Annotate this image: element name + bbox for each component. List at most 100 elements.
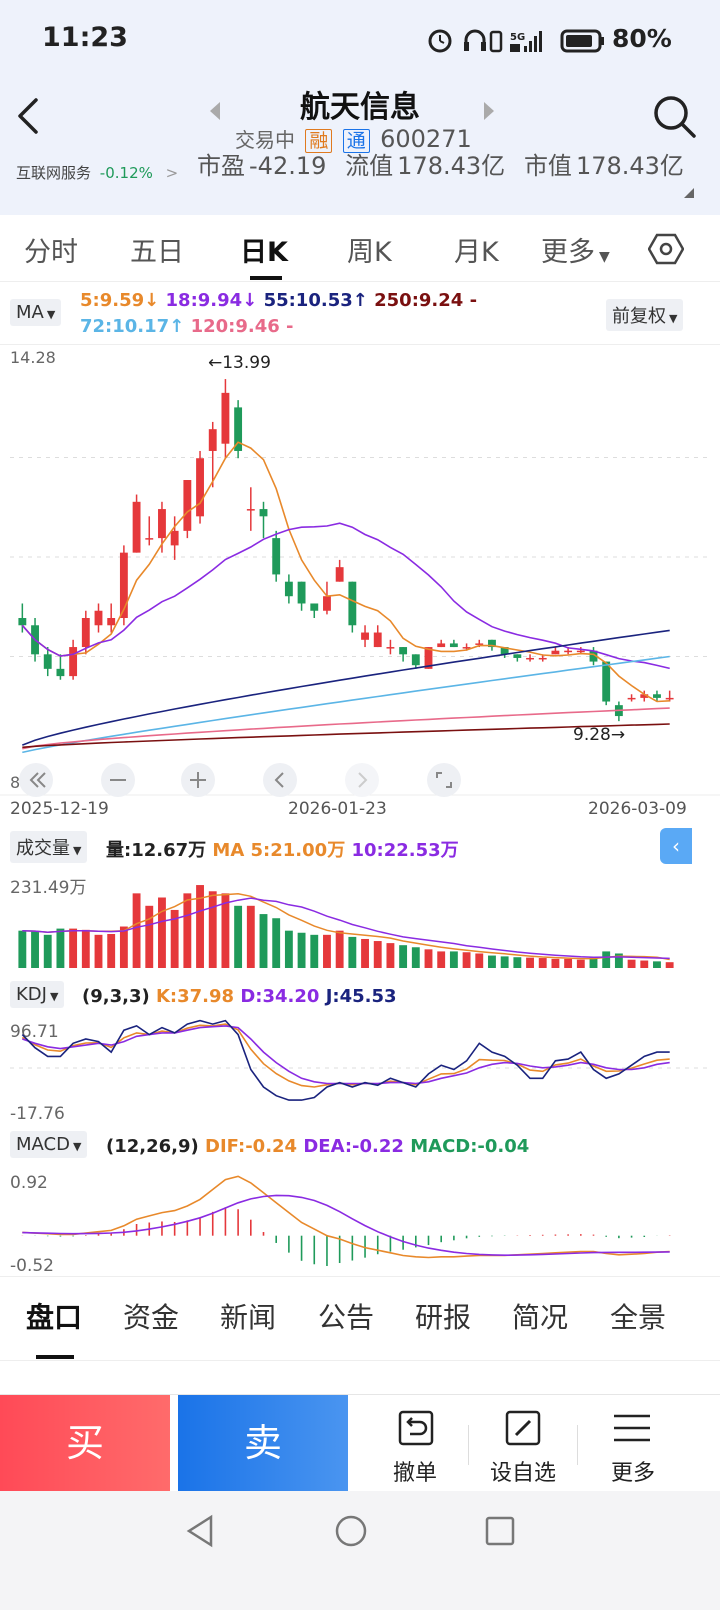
active-tab-underline — [250, 276, 282, 280]
expand-corner-icon[interactable] — [682, 186, 696, 200]
volume-chart — [18, 885, 674, 968]
signal-icon — [510, 31, 542, 52]
candle-body — [564, 650, 573, 653]
candle-body — [284, 581, 293, 597]
candle-body — [640, 694, 649, 698]
macd-chart — [21, 1175, 671, 1266]
macd-label: MACD — [16, 1134, 70, 1155]
pan-right-icon[interactable] — [344, 762, 380, 798]
ma18-arrow: ↓ — [242, 290, 258, 311]
volume-bar — [18, 930, 27, 968]
macd-bottom: -0.52 — [10, 1256, 54, 1276]
watchlist-label[interactable]: 设自选 — [489, 1461, 556, 1486]
candle-body — [399, 647, 408, 655]
tab-news[interactable]: 新闻 — [220, 1301, 277, 1334]
volume-bar — [348, 936, 357, 968]
ma55-arrow: ↑ — [352, 290, 368, 311]
tab-monthly-k[interactable]: 月K — [454, 237, 499, 268]
nav-home-icon[interactable] — [334, 1514, 368, 1548]
volume-bar — [589, 957, 598, 968]
candle-body — [348, 581, 357, 626]
float-cap-value: 178.43亿 — [397, 152, 506, 180]
ma120-value: 120:9.46 — [190, 316, 280, 337]
buy-button[interactable]: 买 — [0, 1395, 170, 1491]
next-stock-icon[interactable] — [480, 100, 498, 122]
volume-ma5: MA 5:21.00万 — [212, 840, 346, 861]
volume-bar — [640, 960, 649, 968]
collapse-panel-button[interactable]: ‹ — [660, 828, 692, 864]
tab-announcements[interactable]: 公告 — [318, 1301, 375, 1334]
tab-research[interactable]: 研报 — [415, 1301, 472, 1334]
ma-type-dropdown[interactable]: MA ▼ — [10, 299, 62, 326]
candle-body — [56, 668, 65, 677]
phone-icon — [489, 30, 503, 53]
back-icon[interactable] — [14, 96, 44, 136]
kdj-bottom: -17.76 — [10, 1104, 65, 1124]
macd-dropdown[interactable]: MACD ▼ — [10, 1131, 88, 1158]
macd-values: (12,26,9) DIF:-0.24 DEA:-0.22 MACD:-0.04 — [106, 1136, 529, 1157]
kdj-dropdown[interactable]: KDJ ▼ — [10, 981, 65, 1008]
volume-bar — [551, 958, 560, 968]
pan-left-icon[interactable] — [262, 762, 298, 798]
volume-bar — [183, 893, 192, 968]
nav-back-icon[interactable] — [185, 1514, 217, 1548]
cancel-order-icon[interactable] — [396, 1408, 436, 1448]
ma120-line — [22, 707, 670, 750]
tab-more[interactable]: 更多 ▼ — [541, 230, 610, 269]
cancel-order-label[interactable]: 撤单 — [392, 1461, 437, 1486]
volume-dropdown[interactable]: 成交量 ▼ — [10, 831, 88, 863]
tab-daily-k[interactable]: 日K — [240, 237, 288, 268]
sell-button[interactable]: 卖 — [178, 1395, 348, 1491]
tab-overview[interactable]: 全景 — [610, 1301, 667, 1334]
search-icon[interactable] — [652, 94, 698, 140]
divider — [0, 281, 720, 282]
prev-stock-icon[interactable] — [206, 100, 224, 122]
macd-dif-line — [22, 1175, 670, 1259]
volume-bar — [221, 893, 230, 968]
tab-funds[interactable]: 资金 — [123, 1301, 180, 1334]
pe-value: -42.19 — [249, 152, 327, 180]
menu-icon[interactable] — [612, 1410, 652, 1446]
candle-body — [386, 647, 395, 649]
ma5-arrow: ↓ — [144, 290, 160, 311]
more-label[interactable]: 更多 — [610, 1461, 655, 1486]
macd-params: (12,26,9) — [106, 1136, 199, 1157]
tab-orderbook[interactable]: 盘口 — [26, 1301, 83, 1334]
volume-ma5-line — [22, 893, 670, 961]
volume-bar — [170, 909, 179, 968]
edit-watchlist-icon[interactable] — [503, 1408, 543, 1448]
candle-body — [94, 610, 103, 626]
volume-bar — [564, 958, 573, 968]
volume-bar — [246, 905, 255, 968]
zoom-in-icon[interactable] — [180, 762, 216, 798]
nav-recents-icon[interactable] — [484, 1515, 516, 1547]
tab-5day[interactable]: 五日 — [130, 237, 184, 268]
volume-bar — [284, 930, 293, 968]
volume-top: 231.49万 — [10, 878, 87, 898]
kdj-j-line — [21, 1019, 670, 1101]
adjust-dropdown[interactable]: 前复权 ▼ — [606, 299, 684, 331]
tab-weekly-k[interactable]: 周K — [347, 237, 392, 268]
volume-bar — [500, 956, 509, 968]
rewind-icon[interactable] — [18, 762, 54, 798]
kline-chart[interactable] — [0, 346, 720, 826]
ma250-value: 250:9.24 — [374, 290, 464, 311]
macd-dea-line — [22, 1194, 670, 1257]
volume-bar — [665, 962, 674, 968]
settings-hexagon-icon[interactable] — [648, 232, 684, 266]
fullscreen-icon[interactable] — [426, 762, 462, 798]
industry-label[interactable]: 互联网服务 — [16, 164, 92, 182]
tab-minute[interactable]: 分时 — [24, 237, 78, 268]
mkt-cap-value: 178.43亿 — [575, 152, 684, 180]
alarm-icon — [428, 29, 452, 53]
zoom-out-icon[interactable] — [100, 762, 136, 798]
candle-body — [449, 643, 458, 648]
tab-profile[interactable]: 简况 — [512, 1301, 569, 1334]
volume-bar — [449, 951, 458, 968]
volume-bar — [208, 891, 217, 968]
volume-bar — [31, 931, 39, 968]
candle-body — [653, 694, 661, 698]
date-start: 2025-12-19 — [10, 799, 109, 819]
tab-more-label: 更多 — [541, 237, 595, 268]
candle-body — [246, 509, 255, 511]
